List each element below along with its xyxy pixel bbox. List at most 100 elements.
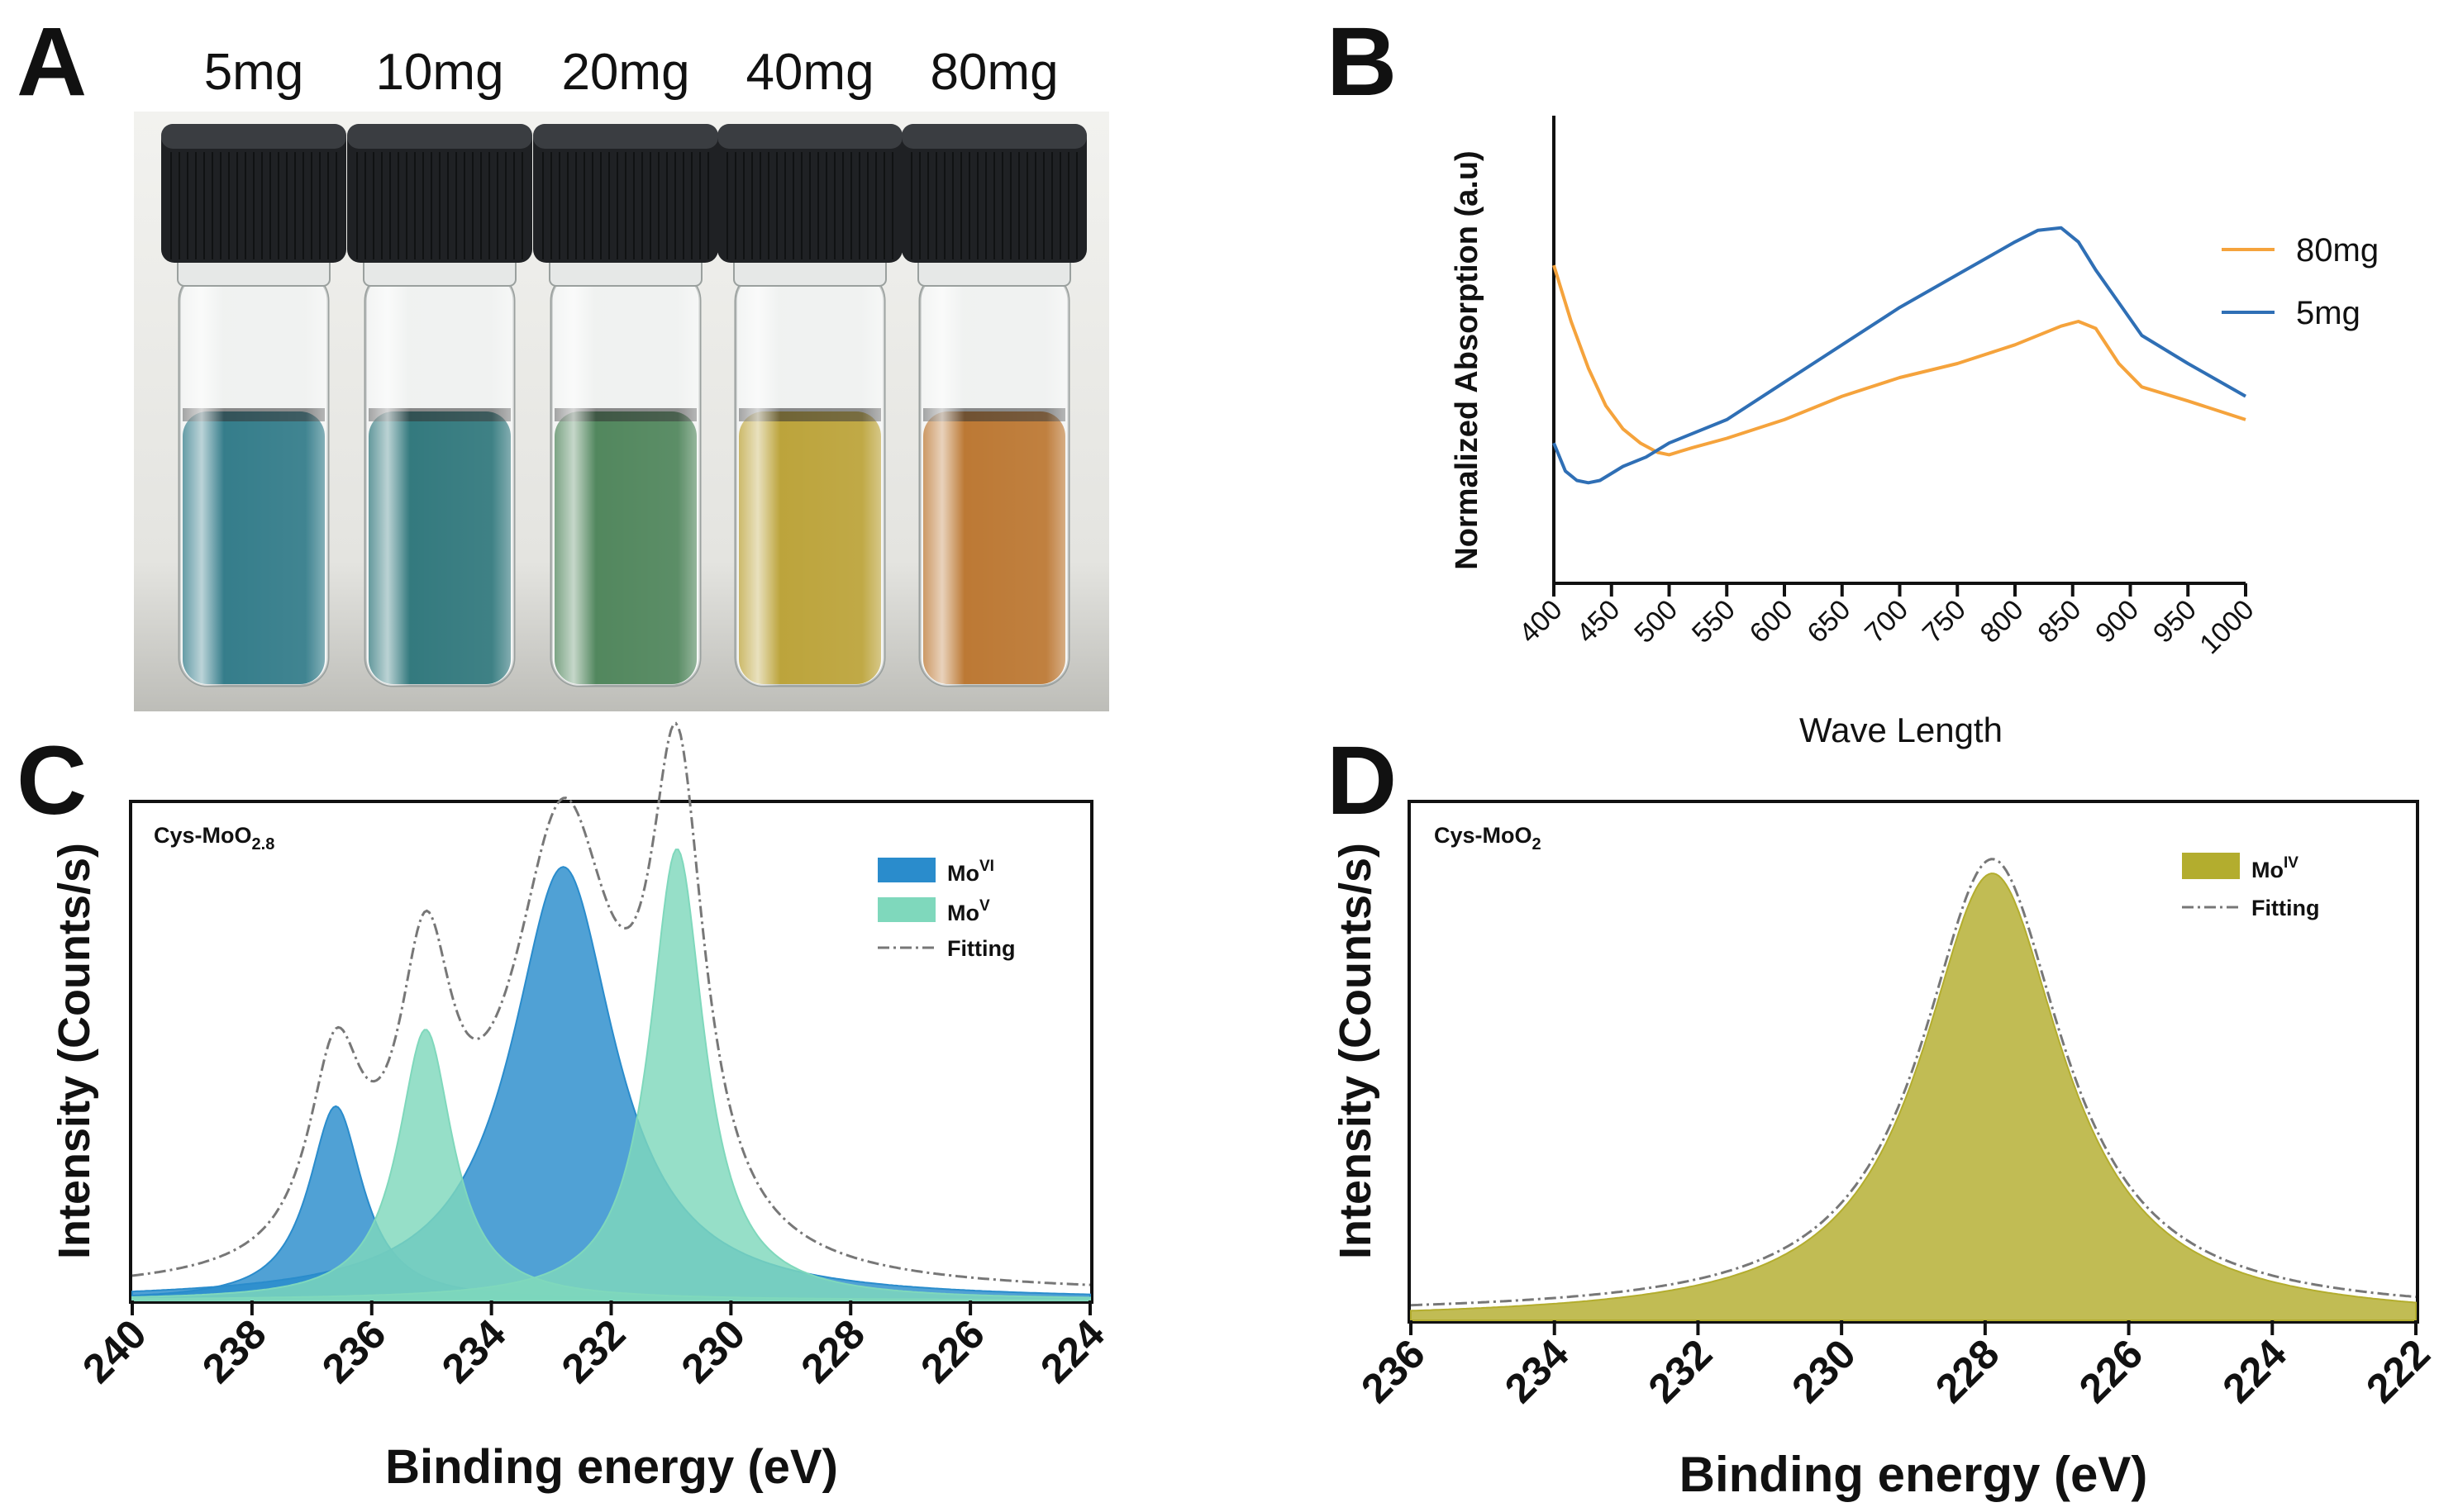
x-tick-label: 236 xyxy=(1352,1330,1434,1412)
cap-top xyxy=(533,124,718,149)
x-ticks: 236 234 232 230 228 226 224 222 xyxy=(1352,1320,2439,1412)
x-tick-label: 700 xyxy=(1859,594,1914,649)
vial-highlight xyxy=(179,273,328,686)
legend-label-mo-vi-base: Mo xyxy=(947,861,979,886)
sample-label-subscript: 2 xyxy=(1532,835,1541,853)
legend-swatch-mo-iv xyxy=(2182,853,2240,879)
sample-label-subscript: 2.8 xyxy=(252,835,275,853)
legend-swatch-mo-v xyxy=(878,897,936,922)
vial-row xyxy=(161,124,1087,687)
series-lines xyxy=(1552,226,2246,485)
x-ticks: 240 238 236 234 232 230 228 226 224 xyxy=(74,1300,1113,1392)
peak-area-232.8 xyxy=(131,866,1091,1301)
vial-highlight xyxy=(551,273,700,686)
y-axis-label: Normalized Absorption (a.u) xyxy=(1450,150,1484,569)
vial-label: 80mg xyxy=(930,44,1058,101)
legend-label-mo-iv-base: Mo xyxy=(2251,858,2284,882)
sample-label-base: Cys-MoO xyxy=(1434,823,1532,848)
x-axis-label: Binding energy (eV) xyxy=(385,1440,838,1494)
vial-highlight xyxy=(920,273,1069,686)
legend: 80mg 5mg xyxy=(2222,232,2379,331)
x-tick-label: 224 xyxy=(1031,1310,1113,1392)
x-tick-label: 226 xyxy=(2070,1330,2152,1412)
x-tick-label: 850 xyxy=(2032,594,2087,649)
series-line-80mg xyxy=(1552,264,2246,457)
vial-5mg xyxy=(161,124,346,687)
x-tick-label: 950 xyxy=(2147,594,2203,649)
legend-label-5mg: 5mg xyxy=(2296,295,2360,331)
x-tick-label: 228 xyxy=(792,1310,874,1392)
x-tick-label: 1000 xyxy=(2194,594,2260,660)
vial-cap xyxy=(533,124,718,263)
panel-letter-c: C xyxy=(17,726,87,835)
plot-frame xyxy=(1408,800,2419,1324)
y-axis-label: Intensity (Counts/s) xyxy=(1331,843,1380,1259)
y-axis-label: Intensity (Counts/s) xyxy=(50,843,99,1259)
sample-label: Cys-MoO2.8 xyxy=(154,823,274,853)
legend-label-mo-v: MoV xyxy=(947,897,990,925)
x-tick-label: 240 xyxy=(74,1310,155,1392)
cap-top xyxy=(161,124,346,149)
x-tick-label: 450 xyxy=(1570,594,1626,649)
x-tick-label: 900 xyxy=(2089,594,2145,649)
x-axis-label: Binding energy (eV) xyxy=(1679,1447,2148,1502)
vial-label: 10mg xyxy=(375,44,503,101)
x-tick-label: 224 xyxy=(2213,1330,2295,1412)
vial-cap xyxy=(717,124,903,263)
panel-letter-a: A xyxy=(17,7,87,116)
vial-label: 40mg xyxy=(746,44,874,101)
x-tick-label: 236 xyxy=(313,1310,395,1392)
x-tick-label: 230 xyxy=(673,1310,755,1392)
legend: MoIV Fitting xyxy=(2182,853,2319,920)
fitting-curve xyxy=(131,721,1091,1286)
legend-label-mo-v-base: Mo xyxy=(947,901,979,925)
x-axis-label: Wave Length xyxy=(1799,711,2003,749)
legend-label-fitting: Fitting xyxy=(2251,896,2319,920)
vial-highlight xyxy=(365,273,514,686)
panel-b-absorption-chart: 400 450 500 550 600 650 700 750 800 850 900 9501000… xyxy=(1450,116,2379,749)
cap-top xyxy=(717,124,903,149)
x-tick-label: 800 xyxy=(1975,594,2030,649)
x-tick-label: 750 xyxy=(1917,594,1972,649)
series-line-5mg xyxy=(1552,226,2246,485)
vial-10mg xyxy=(347,124,532,687)
x-tick-label: 230 xyxy=(1783,1330,1865,1412)
peak-areas xyxy=(1410,858,2417,1321)
legend-label-mo-vi: MoVI xyxy=(947,858,994,886)
x-tick-label: 400 xyxy=(1513,594,1569,649)
vial-highlight xyxy=(736,273,884,686)
legend-label-mo-vi-sup: VI xyxy=(979,858,994,875)
panel-letter-b: B xyxy=(1327,7,1397,116)
cap-body xyxy=(717,124,903,263)
legend-label-mo-v-sup: V xyxy=(979,897,990,915)
sample-label: Cys-MoO2 xyxy=(1434,823,1541,853)
panel-d-xps-chart: 236 234 232 230 228 226 224 222 Cys-MoO2 Intens… xyxy=(1331,800,2439,1502)
vial-label: 20mg xyxy=(561,44,689,101)
vial-cap xyxy=(902,124,1087,263)
cap-top xyxy=(347,124,532,149)
x-tick-label: 238 xyxy=(193,1310,275,1392)
cap-body xyxy=(161,124,346,263)
x-tick-label: 234 xyxy=(1496,1330,1578,1412)
vial-cap xyxy=(161,124,346,263)
legend-label-fitting: Fitting xyxy=(947,936,1015,961)
x-tick-label: 234 xyxy=(433,1310,515,1392)
sample-label-base: Cys-MoO xyxy=(154,823,252,848)
vial-40mg xyxy=(717,124,903,687)
legend-label-mo-iv-sup: IV xyxy=(2284,854,2298,872)
x-tick-label: 226 xyxy=(912,1310,993,1392)
panel-c-xps-chart: 240 238 236 234 232 230 228 226 224 Cys-MoO2.8 I… xyxy=(50,721,1113,1494)
panel-a-vial-photo xyxy=(134,112,1109,711)
vial-label: 5mg xyxy=(204,44,304,101)
legend-swatch-mo-vi xyxy=(878,858,936,882)
cap-body xyxy=(533,124,718,263)
legend: MoVI MoV Fitting xyxy=(878,858,1015,961)
x-tick-label: 232 xyxy=(553,1310,635,1392)
cap-body xyxy=(347,124,532,263)
legend-label-80mg: 80mg xyxy=(2296,232,2379,269)
fitting-curve xyxy=(1410,858,2417,1307)
cap-top xyxy=(902,124,1087,149)
x-tick-label: 228 xyxy=(1927,1330,2008,1412)
